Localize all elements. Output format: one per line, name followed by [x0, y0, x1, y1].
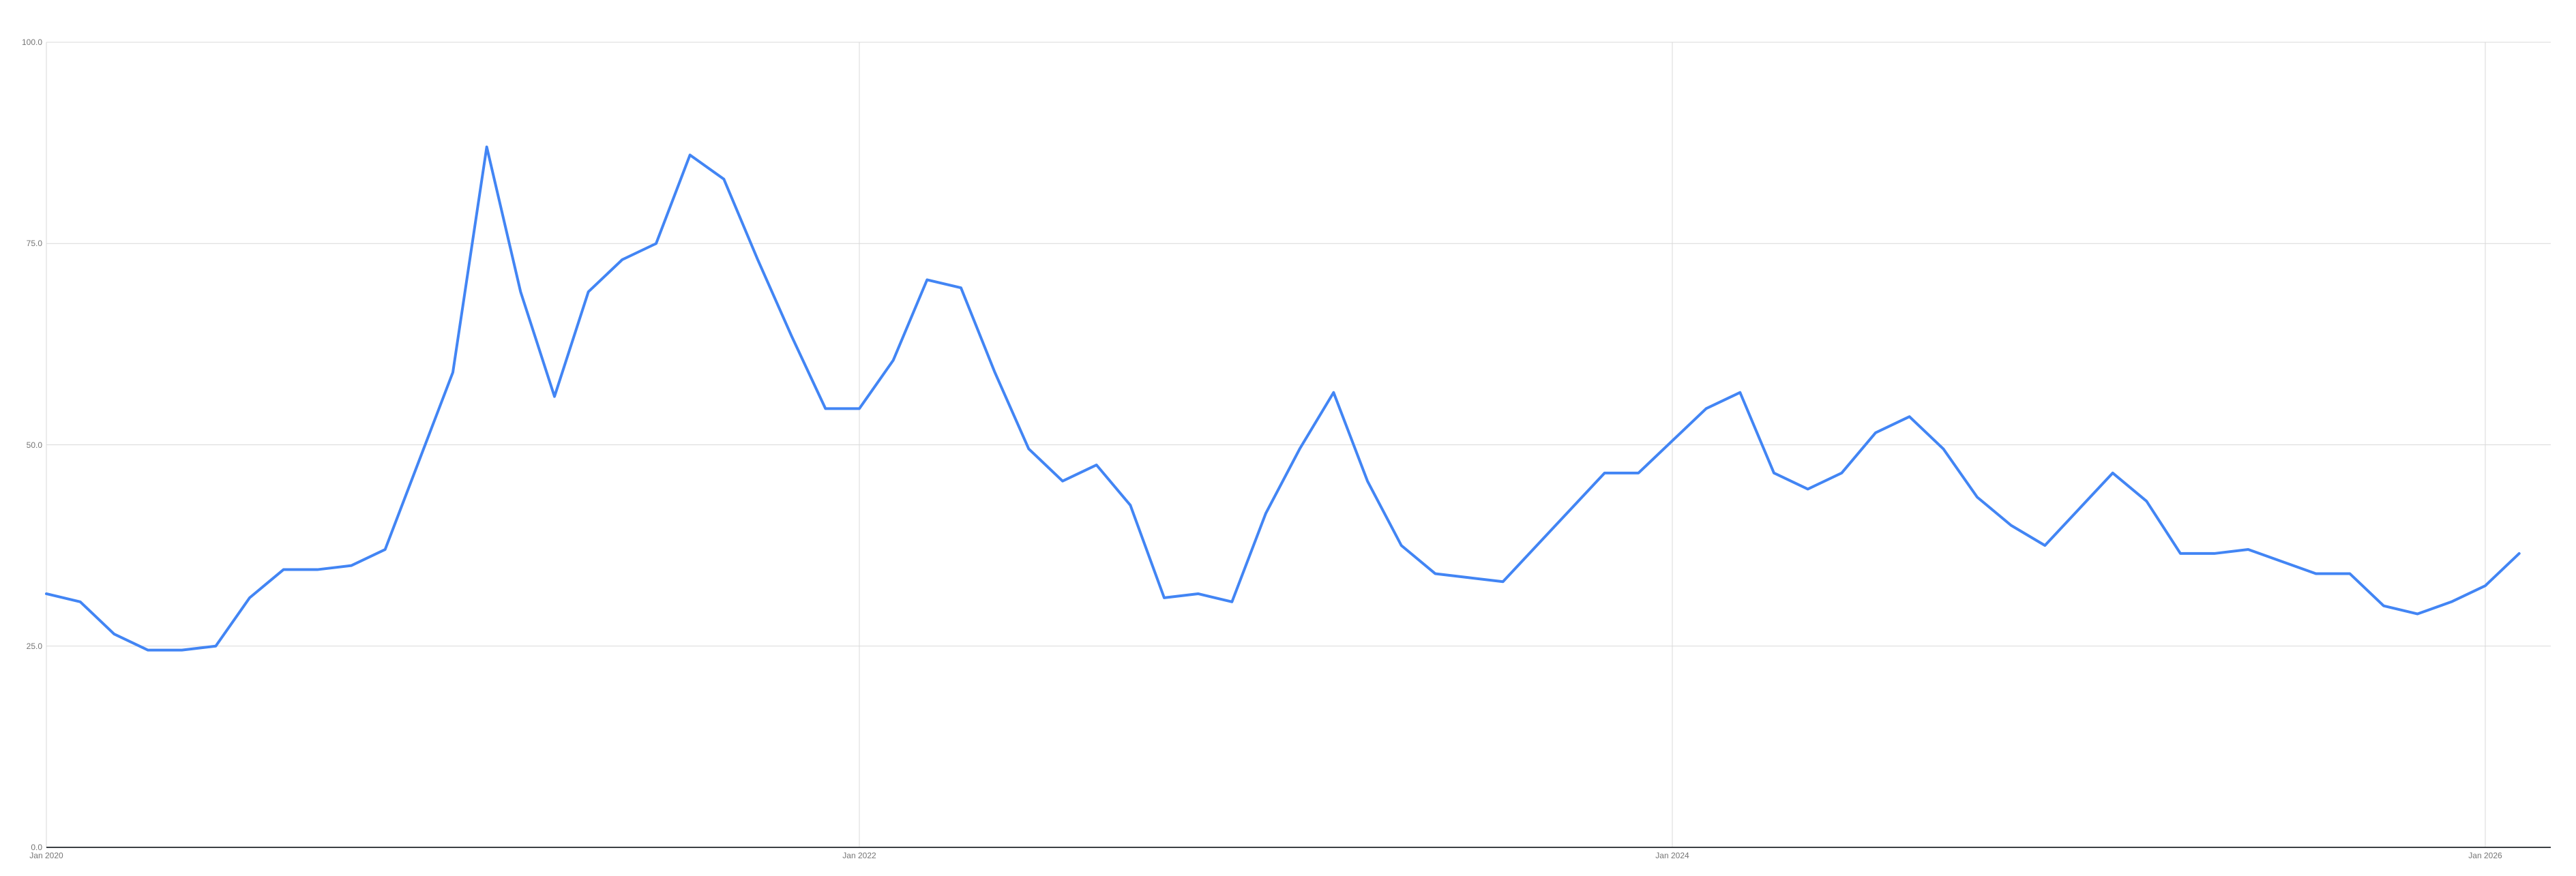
- trend-line: [45, 145, 2521, 652]
- x-tick-label: Jan 2024: [1655, 851, 1689, 860]
- y-tick-label: 100.0: [21, 37, 42, 47]
- y-tick-label: 75.0: [26, 239, 42, 249]
- y-tick-label: 0.0: [31, 843, 42, 852]
- x-tick-label: Jan 2026: [2468, 851, 2502, 860]
- y-tick-label: 50.0: [26, 440, 42, 450]
- x-tick-label: Jan 2022: [842, 851, 876, 860]
- y-tick-label: 25.0: [26, 641, 42, 651]
- x-tick-label: Jan 2020: [29, 851, 63, 860]
